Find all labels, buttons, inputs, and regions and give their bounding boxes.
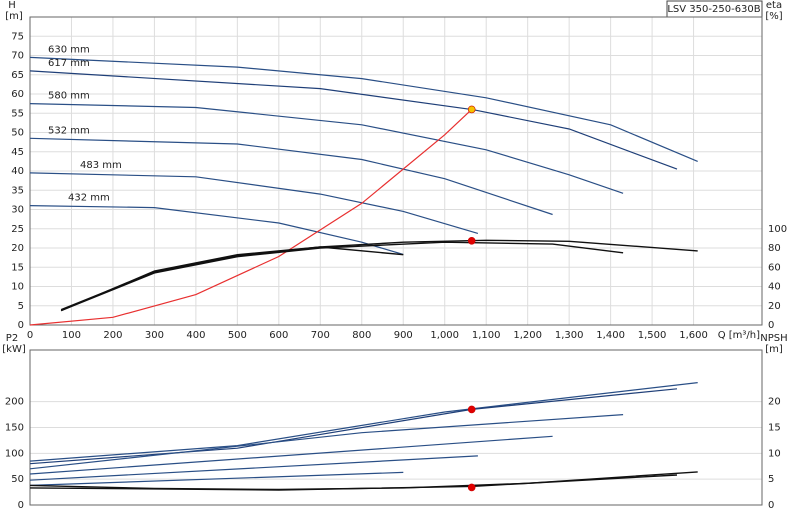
curve — [29, 103, 624, 194]
y-tick-label: 35 — [11, 185, 24, 196]
curve — [29, 455, 478, 481]
y-tick-label: 65 — [11, 70, 24, 81]
curve — [60, 246, 404, 312]
curve — [29, 414, 624, 470]
x-tick-label: 1,000 — [430, 330, 459, 341]
curve — [29, 474, 678, 491]
y-axis-unit: [m] — [5, 11, 23, 22]
duty-point — [467, 483, 476, 492]
y-tick-label: 200 — [5, 397, 24, 408]
x-tick-label: 1,200 — [513, 330, 542, 341]
y2-tick-label: 20 — [768, 301, 781, 312]
y2-tick-label: 15 — [768, 423, 781, 434]
y2-tick-label: 5 — [768, 474, 774, 485]
curve-label: 432 mm — [68, 193, 110, 204]
y2-axis-unit: [m] — [765, 344, 783, 355]
plot-frame — [29, 349, 763, 506]
y2-tick-label: 0 — [768, 500, 774, 511]
y-tick-label: 15 — [11, 262, 24, 273]
plot-frame — [29, 16, 763, 326]
pump-label: LSV 350-250-630B — [667, 4, 760, 15]
curve — [60, 239, 698, 311]
x-tick-label: 600 — [269, 330, 288, 341]
y-tick-label: 55 — [11, 108, 24, 119]
curve-label: 483 mm — [80, 160, 122, 171]
y2-axis-label: NPSH — [760, 333, 787, 344]
curve — [60, 241, 624, 312]
y-axis-label: P2 — [6, 333, 18, 344]
x-tick-label: 200 — [103, 330, 122, 341]
x-tick-label: 1,500 — [638, 330, 667, 341]
x-tick-label: 900 — [394, 330, 413, 341]
curve-label: 630 mm — [48, 44, 90, 55]
x-tick-label: 800 — [352, 330, 371, 341]
y2-tick-label: 0 — [768, 320, 774, 331]
y2-axis-unit: [%] — [765, 11, 782, 22]
x-axis-label: Q [m³/h] — [718, 330, 760, 341]
y-tick-label: 70 — [11, 51, 24, 62]
y-tick-label: 40 — [11, 166, 24, 177]
curve — [29, 70, 678, 170]
duty-point — [467, 236, 476, 245]
curve — [29, 56, 698, 162]
y-tick-label: 5 — [18, 301, 24, 312]
y-axis-label: H — [8, 0, 16, 11]
y-tick-label: 25 — [11, 224, 24, 235]
y2-tick-label: 10 — [768, 448, 781, 459]
x-tick-label: 1,400 — [596, 330, 625, 341]
y-tick-label: 60 — [11, 89, 24, 100]
curve — [29, 388, 678, 465]
x-tick-label: 500 — [228, 330, 247, 341]
curve — [29, 205, 404, 256]
y-tick-label: 100 — [5, 448, 24, 459]
duty-point — [467, 405, 476, 414]
y-axis-unit: [kW] — [2, 344, 26, 355]
curve-label: 532 mm — [48, 125, 90, 136]
y2-tick-label: 80 — [768, 243, 781, 254]
y-tick-label: 75 — [11, 31, 24, 42]
x-tick-label: 1,100 — [472, 330, 501, 341]
x-tick-label: 100 — [62, 330, 81, 341]
y-tick-label: 20 — [11, 243, 24, 254]
curve-label: 580 mm — [48, 91, 90, 102]
curve — [29, 137, 553, 216]
curve — [29, 382, 698, 462]
curve — [29, 471, 404, 486]
y-tick-label: 0 — [18, 500, 24, 511]
x-tick-label: 1,600 — [679, 330, 708, 341]
duty-point — [467, 105, 476, 114]
y-tick-label: 50 — [11, 474, 24, 485]
y-tick-label: 50 — [11, 128, 24, 139]
y-tick-label: 150 — [5, 423, 24, 434]
y-tick-label: 30 — [11, 205, 24, 216]
y2-tick-label: 40 — [768, 282, 781, 293]
y2-tick-label: 20 — [768, 397, 781, 408]
y2-tick-label: 100 — [768, 224, 787, 235]
x-tick-label: 700 — [311, 330, 330, 341]
x-tick-label: 400 — [186, 330, 205, 341]
curve — [29, 435, 553, 475]
x-tick-label: 300 — [145, 330, 164, 341]
curve — [29, 108, 473, 326]
y-tick-label: 10 — [11, 282, 24, 293]
curve-label: 617 mm — [48, 58, 90, 69]
x-tick-label: 1,300 — [555, 330, 584, 341]
y2-axis-label: eta — [766, 0, 782, 11]
y-tick-label: 45 — [11, 147, 24, 158]
y2-tick-label: 60 — [768, 262, 781, 273]
x-tick-label: 0 — [27, 330, 33, 341]
curve — [29, 172, 479, 234]
y-tick-label: 0 — [18, 320, 24, 331]
